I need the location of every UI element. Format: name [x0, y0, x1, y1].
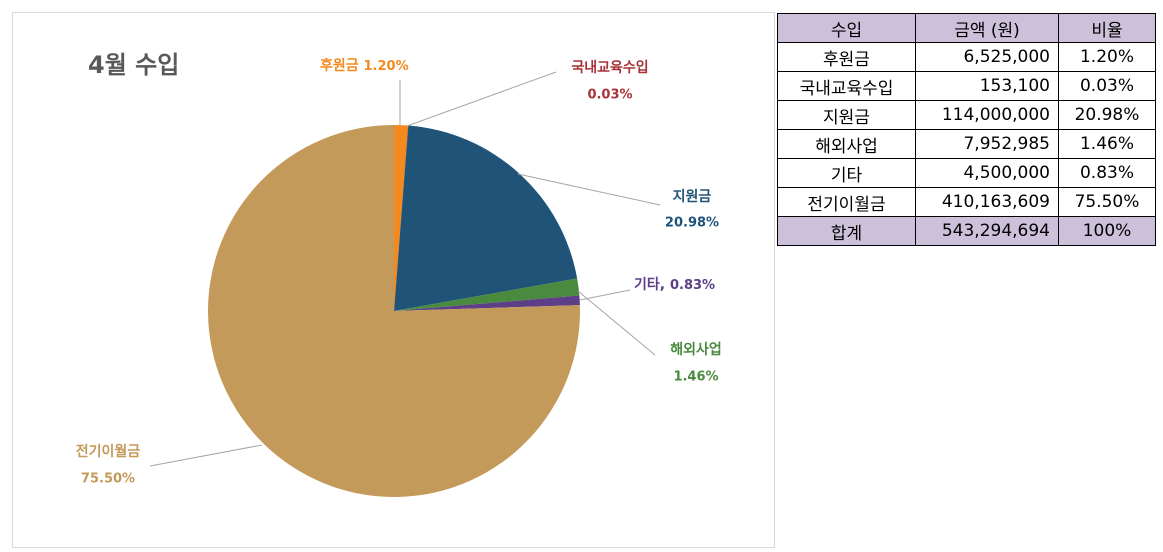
table-header: 수입 금액 (원) 비율	[777, 13, 1156, 43]
total-row: 합계 543,294,694 100%	[777, 216, 1156, 246]
header-cell: 수입	[777, 13, 916, 43]
table-cell: 전기이월금	[777, 187, 916, 217]
category-label: 해외사업	[670, 341, 722, 358]
pie-slice	[394, 125, 409, 311]
table-cell: 지원금	[777, 100, 916, 130]
leader-line	[406, 71, 557, 127]
table-cell: 114,000,000	[915, 100, 1059, 130]
table-cell: 153,100	[915, 71, 1059, 101]
category-label: 국내교육수입	[571, 60, 648, 76]
table-row: 후원금 6,525,000 1.20%	[777, 42, 1156, 72]
table-cell: 1.20%	[1058, 42, 1156, 72]
table-cell: 100%	[1058, 216, 1156, 246]
table-cell: 0.83%	[1058, 158, 1156, 188]
category-label: 지원금	[673, 189, 712, 205]
slices	[207, 125, 580, 498]
table-row: 국내교육수입 153,100 0.03%	[777, 71, 1156, 101]
header-cell: 금액 (원)	[915, 13, 1059, 43]
chart-title: 4월 수입	[88, 51, 179, 79]
leader-line	[149, 444, 263, 467]
income-table: 수입 금액 (원) 비율 후원금 6,525,000 1.20% 국내교육수입 153,10…	[777, 13, 1156, 246]
table-row: 기타 4,500,000 0.83%	[777, 158, 1156, 188]
pie-slice	[394, 295, 580, 311]
table-cell: 20.98%	[1058, 100, 1156, 130]
leader-lines	[149, 71, 661, 467]
chart: 4월 수입 후원금 1.20% 국내교육수입 0.03% 지원금 20.98% …	[12, 12, 775, 548]
table-cell: 7,952,985	[915, 129, 1059, 159]
table-cell: 75.50%	[1058, 187, 1156, 217]
category-label: 전기이월금	[76, 443, 141, 460]
leader-line	[579, 289, 631, 301]
pie-slice	[394, 125, 578, 312]
table-row: 지원금 114,000,000 20.98%	[777, 100, 1156, 130]
table-cell: 기타	[777, 158, 916, 188]
table-cell: 해외사업	[777, 129, 916, 159]
table-cell: 국내교육수입	[777, 71, 916, 101]
pie-slice	[207, 125, 580, 498]
table-row: 해외사업 7,952,985 1.46%	[777, 129, 1156, 159]
slice-label: 후원금 1.20%	[320, 58, 409, 74]
table-cell: 410,163,609	[915, 187, 1059, 217]
value-label: 0.03%	[587, 88, 632, 103]
table-body: 후원금 6,525,000 1.20% 국내교육수입 153,100 0.03% 지원금 11…	[777, 42, 1156, 246]
value-label: 0.83%	[670, 278, 715, 293]
leader-line	[517, 173, 661, 206]
table-cell: 543,294,694	[915, 216, 1059, 246]
value-label: 75.50%	[81, 472, 135, 487]
category-label: 기타	[634, 277, 660, 293]
value-label: 20.98%	[665, 216, 719, 231]
table-cell: 합계	[777, 216, 916, 246]
table-cell: 0.03%	[1058, 71, 1156, 101]
category-label: 후원금	[320, 58, 359, 74]
table-cell: 1.46%	[1058, 129, 1156, 159]
header-cell: 비율	[1058, 13, 1156, 43]
value-label: 1.46%	[673, 370, 718, 385]
leader-line	[577, 290, 656, 356]
table-row: 전기이월금 410,163,609 75.50%	[777, 187, 1156, 217]
pie-slice	[394, 125, 409, 311]
value-label: 1.20%	[364, 59, 409, 74]
table-cell: 4,500,000	[915, 158, 1059, 188]
pie-slice	[394, 278, 580, 311]
table-cell: 후원금	[777, 42, 916, 72]
table-cell: 6,525,000	[915, 42, 1059, 72]
slice-label: 기타, 0.83%	[634, 277, 715, 293]
